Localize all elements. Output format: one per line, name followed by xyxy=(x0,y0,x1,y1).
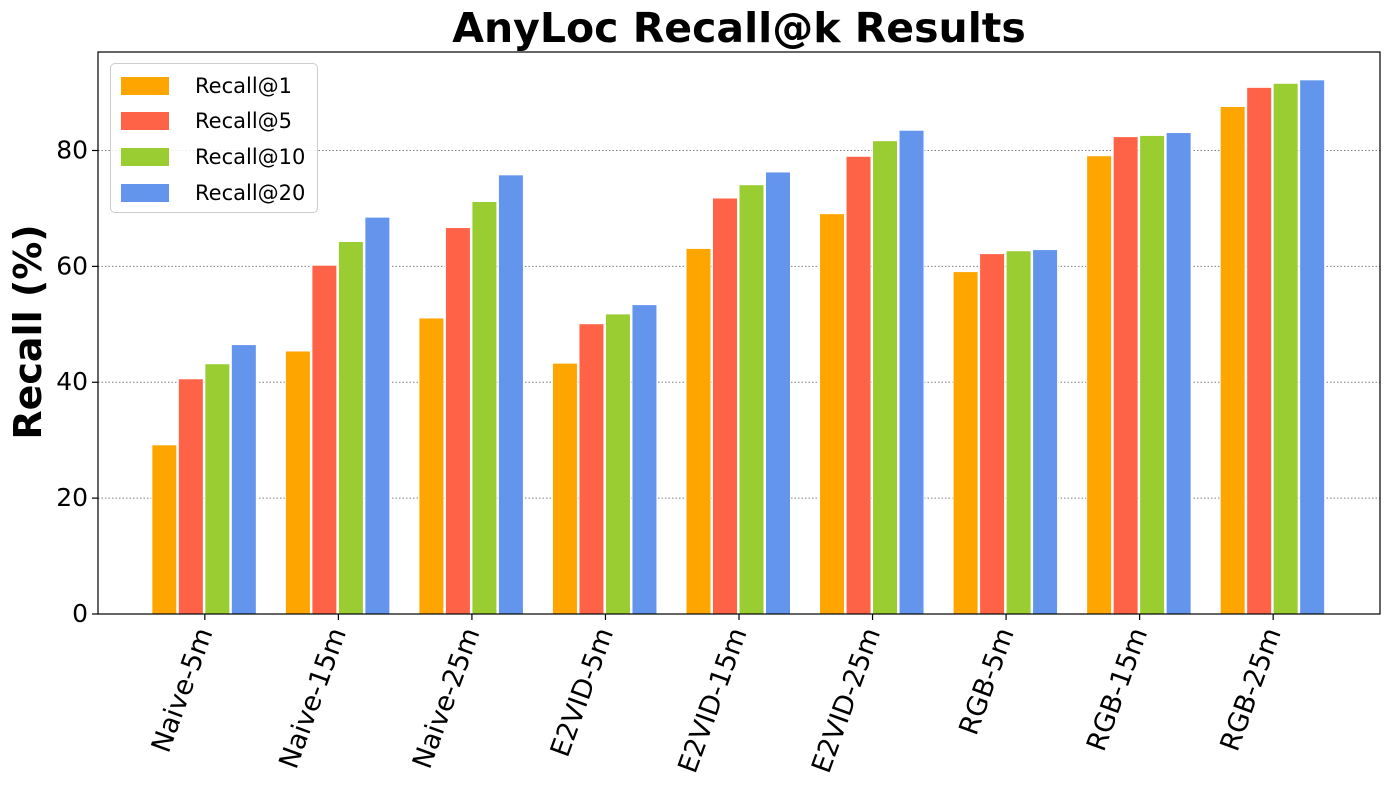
legend-swatch xyxy=(121,77,169,95)
x-tick-label: Naive-25m xyxy=(407,624,486,773)
chart-title: AnyLoc Recall@k Results xyxy=(452,4,1026,52)
bar xyxy=(604,313,631,615)
legend-item-recall-1: Recall@1 xyxy=(121,74,292,98)
legend-label: Recall@20 xyxy=(195,181,306,205)
bar xyxy=(1139,134,1166,615)
bar xyxy=(497,174,524,615)
bar xyxy=(311,264,338,615)
x-tick-label: RGB-15m xyxy=(1081,624,1154,755)
x-tick-label: E2VID-25m xyxy=(806,624,887,777)
legend-swatch xyxy=(121,112,169,130)
bar xyxy=(1032,249,1059,615)
y-tick-label: 0 xyxy=(72,599,88,628)
bar xyxy=(765,171,791,615)
x-tick-label: E2VID-5m xyxy=(545,624,620,761)
y-tick-label: 80 xyxy=(56,135,88,164)
legend-label: Recall@10 xyxy=(195,145,306,169)
bar xyxy=(1086,155,1113,615)
bar xyxy=(1112,136,1139,615)
bar xyxy=(284,350,311,615)
bar xyxy=(738,184,765,615)
y-tick-label: 40 xyxy=(56,367,88,396)
bar xyxy=(1299,79,1326,615)
y-tick-label: 60 xyxy=(56,251,88,280)
bar xyxy=(898,129,925,615)
bar xyxy=(631,304,658,615)
legend-swatch xyxy=(121,148,169,166)
bar xyxy=(204,363,231,615)
bar xyxy=(872,140,899,615)
bar xyxy=(952,271,979,615)
legend-item-recall-5: Recall@5 xyxy=(121,109,292,133)
legend-label: Recall@1 xyxy=(195,74,293,98)
bar xyxy=(444,227,471,615)
legend-label: Recall@5 xyxy=(195,109,293,133)
bar xyxy=(230,344,257,615)
bar xyxy=(1246,86,1273,615)
x-tick-label: Naive-5m xyxy=(146,624,220,757)
bar xyxy=(151,444,178,615)
x-tick-label: RGB-25m xyxy=(1215,624,1288,755)
bar xyxy=(471,200,498,615)
x-tick-label: E2VID-15m xyxy=(673,624,754,777)
legend-item-recall-10: Recall@10 xyxy=(121,145,305,169)
bar xyxy=(364,216,391,615)
legend: Recall@1 Recall@5 Recall@10 Recall@20 xyxy=(110,63,318,213)
bar xyxy=(685,247,712,615)
bar xyxy=(819,213,846,615)
y-axis-label: Recall (%) xyxy=(6,224,50,440)
bar xyxy=(418,317,445,615)
bar xyxy=(979,253,1006,615)
legend-swatch xyxy=(121,184,169,202)
y-tick-label: 20 xyxy=(56,483,88,512)
bar xyxy=(551,362,578,615)
bar xyxy=(712,197,738,615)
bar xyxy=(1165,132,1192,615)
bar xyxy=(578,323,605,615)
bar xyxy=(337,240,364,615)
x-tick-label: Naive-15m xyxy=(273,624,352,773)
bar xyxy=(1219,105,1246,615)
legend-item-recall-20: Recall@20 xyxy=(121,181,305,205)
bar xyxy=(177,378,204,615)
bar xyxy=(1005,250,1032,615)
bar xyxy=(845,155,872,615)
bar xyxy=(1272,82,1299,615)
x-tick-label: RGB-5m xyxy=(953,624,1020,739)
